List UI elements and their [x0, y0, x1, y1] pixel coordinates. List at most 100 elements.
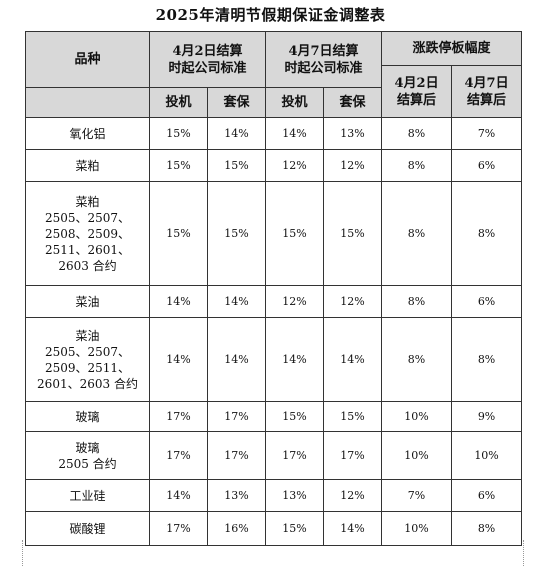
variety-cell: 菜粕 2505、2507、 2508、2509、 2511、2601、 2603… — [25, 181, 150, 286]
variety-cell: 氧化铝 — [25, 117, 150, 150]
variety-line: 2505 合约 — [58, 456, 117, 471]
apr7-speculation-cell: 14% — [265, 317, 325, 402]
header-apr2-standard: 4月2日结算 时起公司标准 — [148, 31, 267, 88]
limit-apr7-cell: 7% — [451, 117, 523, 150]
table-row: 碳酸锂 17% 16% 15% 14% 10% 8% — [25, 511, 523, 546]
table-row: 菜油 14% 14% 12% 12% 8% 6% — [25, 285, 523, 318]
variety-cell: 玻璃 2505 合约 — [25, 431, 150, 480]
variety-cell: 玻璃 — [25, 401, 150, 432]
variety-line: 玻璃 — [75, 409, 100, 424]
apr2-hedge-cell: 14% — [206, 285, 267, 318]
variety-cell: 菜油 2505、2507、 2509、2511、 2601、2603 合约 — [25, 317, 150, 402]
variety-line: 菜粕 — [75, 158, 100, 173]
apr7-hedge-cell: 15% — [323, 181, 383, 286]
header-apr7-hedge: 套保 — [323, 87, 383, 118]
variety-line: 2509、2511、 — [44, 360, 131, 375]
limit-apr7-cell: 8% — [451, 181, 523, 286]
table-row: 菜粕 2505、2507、 2508、2509、 2511、2601、 2603… — [25, 181, 523, 286]
variety-cell: 菜粕 — [25, 149, 150, 182]
limit-apr7-cell: 6% — [451, 149, 523, 182]
header-apr7-line2: 时起公司标准 — [284, 60, 363, 76]
limit-apr2-cell: 8% — [381, 285, 453, 318]
variety-line: 氧化铝 — [69, 126, 106, 141]
apr2-speculation-cell: 17% — [149, 431, 208, 480]
apr2-hedge-cell: 16% — [206, 511, 267, 546]
header-variety: 品种 — [25, 31, 150, 88]
header-apr2-hedge: 套保 — [206, 87, 267, 118]
page-margin-mark-left — [22, 540, 24, 566]
apr7-speculation-cell: 12% — [265, 285, 325, 318]
table-body: 氧化铝 15% 14% 14% 13% 8% 7% 菜粕 15% 15% 12%… — [25, 117, 523, 546]
limit-apr7-cell: 8% — [451, 317, 523, 402]
variety-line: 玻璃 — [75, 440, 100, 455]
variety-cell: 菜油 — [25, 285, 150, 318]
apr2-hedge-cell: 15% — [206, 149, 267, 182]
apr2-speculation-cell: 14% — [149, 317, 208, 402]
variety-line: 2601、2603 合约 — [37, 376, 138, 391]
apr2-speculation-cell: 15% — [149, 149, 208, 182]
header-limit-apr7-line1: 4月7日 — [464, 75, 509, 91]
variety-line: 菜粕 — [75, 194, 100, 209]
apr2-hedge-cell: 13% — [206, 479, 267, 512]
limit-apr2-cell: 7% — [381, 479, 453, 512]
header-apr7-standard: 4月7日结算 时起公司标准 — [265, 31, 383, 88]
variety-line: 2511、2601、 — [44, 242, 131, 257]
apr2-speculation-cell: 15% — [149, 181, 208, 286]
header-limit-apr7: 4月7日 结算后 — [451, 65, 523, 118]
header-variety-blank — [25, 87, 150, 118]
table-row: 玻璃 2505 合约 17% 17% 17% 17% 10% 10% — [25, 431, 523, 480]
apr7-hedge-cell: 12% — [323, 285, 383, 318]
table-header: 品种 4月2日结算 时起公司标准 4月7日结算 时起公司标准 涨跌停板幅度 4月… — [25, 31, 523, 118]
apr7-hedge-cell: 12% — [323, 479, 383, 512]
apr7-speculation-cell: 17% — [265, 431, 325, 480]
header-limit-apr2: 4月2日 结算后 — [381, 65, 453, 118]
header-limit-apr2-line2: 结算后 — [397, 92, 437, 108]
apr7-hedge-cell: 12% — [323, 149, 383, 182]
limit-apr2-cell: 8% — [381, 317, 453, 402]
apr7-hedge-cell: 13% — [323, 117, 383, 150]
header-limit-apr2-line1: 4月2日 — [394, 75, 439, 91]
apr7-speculation-cell: 15% — [265, 181, 325, 286]
apr2-speculation-cell: 14% — [149, 479, 208, 512]
variety-cell: 工业硅 — [25, 479, 150, 512]
header-apr7-line1: 4月7日结算 — [288, 43, 359, 59]
apr7-speculation-cell: 14% — [265, 117, 325, 150]
apr2-hedge-cell: 17% — [206, 431, 267, 480]
apr2-speculation-cell: 17% — [149, 401, 208, 432]
apr7-speculation-cell: 15% — [265, 401, 325, 432]
header-apr2-line1: 4月2日结算 — [172, 43, 243, 59]
apr7-speculation-cell: 12% — [265, 149, 325, 182]
variety-line: 工业硅 — [69, 488, 106, 503]
apr2-speculation-cell: 15% — [149, 117, 208, 150]
page-margin-mark-right — [523, 540, 525, 566]
table-row: 氧化铝 15% 14% 14% 13% 8% 7% — [25, 117, 523, 150]
header-apr2-line2: 时起公司标准 — [168, 60, 247, 76]
apr2-hedge-cell: 14% — [206, 317, 267, 402]
apr7-hedge-cell: 17% — [323, 431, 383, 480]
variety-line: 菜油 — [75, 328, 100, 343]
apr2-speculation-cell: 17% — [149, 511, 208, 546]
limit-apr7-cell: 10% — [451, 431, 523, 480]
variety-line: 2603 合约 — [58, 258, 117, 273]
header-apr2-speculation: 投机 — [149, 87, 208, 118]
apr7-hedge-cell: 14% — [323, 511, 383, 546]
variety-line: 碳酸锂 — [69, 521, 106, 536]
table-row: 菜粕 15% 15% 12% 12% 8% 6% — [25, 149, 523, 182]
apr7-hedge-cell: 15% — [323, 401, 383, 432]
apr2-hedge-cell: 14% — [206, 117, 267, 150]
limit-apr2-cell: 10% — [381, 401, 453, 432]
apr2-speculation-cell: 14% — [149, 285, 208, 318]
header-limit-apr7-line2: 结算后 — [467, 92, 507, 108]
header-price-limit: 涨跌停板幅度 — [381, 31, 523, 66]
apr2-hedge-cell: 17% — [206, 401, 267, 432]
table-row: 工业硅 14% 13% 13% 12% 7% 6% — [25, 479, 523, 512]
limit-apr2-cell: 10% — [381, 431, 453, 480]
apr7-hedge-cell: 14% — [323, 317, 383, 402]
limit-apr2-cell: 8% — [381, 149, 453, 182]
limit-apr7-cell: 6% — [451, 285, 523, 318]
margin-adjustment-table: 品种 4月2日结算 时起公司标准 4月7日结算 时起公司标准 涨跌停板幅度 4月… — [25, 31, 523, 546]
limit-apr7-cell: 8% — [451, 511, 523, 546]
apr7-speculation-cell: 13% — [265, 479, 325, 512]
variety-line: 2505、2507、 — [44, 344, 131, 359]
document-title: 2025年清明节假期保证金调整表 — [155, 6, 386, 24]
